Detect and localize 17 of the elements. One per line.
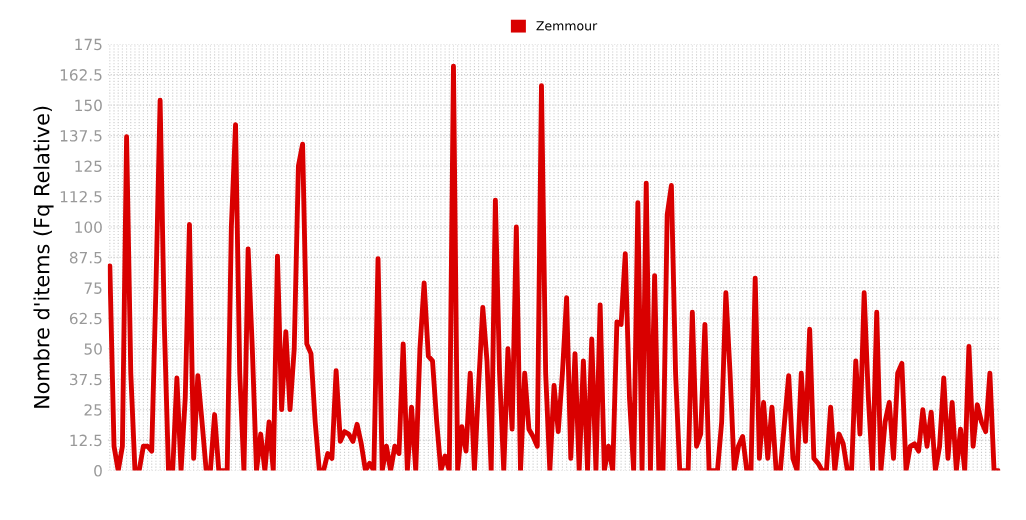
- y-tick-label: 112.5: [60, 190, 102, 203]
- y-tick-label: 37.5: [70, 373, 102, 386]
- y-tick-label: 62.5: [69, 312, 102, 325]
- y-tick-label: 100: [75, 221, 102, 233]
- y-tick-label: 0: [94, 465, 102, 477]
- y-tick-label: 175: [75, 38, 102, 51]
- y-tick-label: 87.5: [69, 251, 102, 264]
- y-tick-label: 125: [75, 160, 102, 173]
- y-tick-label: 25: [84, 404, 102, 416]
- legend-label: Zemmour: [536, 21, 598, 31]
- y-tick-label: 50: [84, 343, 102, 355]
- y-tick-label: 150: [75, 99, 102, 112]
- y-tick-label: 75: [84, 282, 102, 294]
- y-axis-title: Nombre d'items (Fq Relative): [33, 106, 54, 408]
- y-tick-label: 12.5: [70, 434, 102, 447]
- y-tick-label: 137.5: [60, 130, 102, 142]
- y-tick-label: 162.5: [60, 69, 102, 81]
